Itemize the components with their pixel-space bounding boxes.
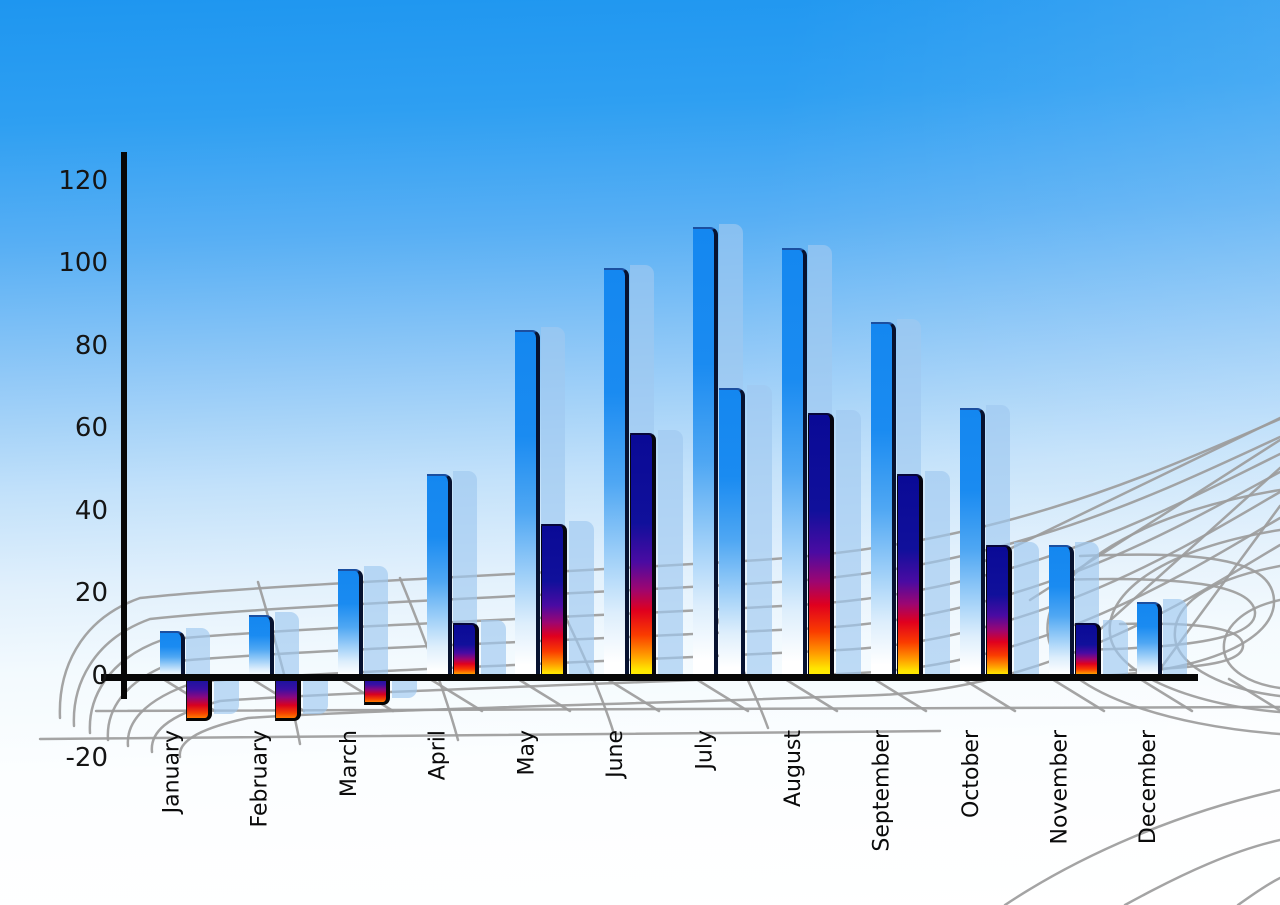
x-tick-label-january: January bbox=[159, 730, 184, 814]
bar-november-primary bbox=[1048, 544, 1074, 679]
bar-shadow-january-secondary bbox=[214, 681, 239, 715]
bar-may-primary bbox=[515, 330, 541, 679]
floor-grid-line bbox=[694, 677, 750, 713]
bar-shadow-december-primary bbox=[1163, 599, 1188, 677]
x-tick-label-july: July bbox=[692, 730, 718, 770]
floor-grid-line bbox=[1003, 788, 1280, 905]
floor-grid-line bbox=[961, 677, 1017, 713]
y-tick-label-40: 40 bbox=[74, 495, 108, 526]
bar-march-primary bbox=[337, 569, 363, 679]
floor-grid-line bbox=[1050, 677, 1106, 713]
bar-april-secondary bbox=[452, 622, 479, 679]
bar-january-secondary bbox=[186, 678, 212, 722]
bar-june-secondary bbox=[630, 433, 657, 679]
bar-june-primary bbox=[604, 268, 630, 679]
bar-september-secondary bbox=[896, 474, 923, 679]
bar-shadow-march-primary bbox=[363, 566, 388, 677]
x-tick-label-december: December bbox=[1136, 730, 1162, 845]
x-axis-line bbox=[101, 674, 1198, 681]
bar-march-secondary bbox=[363, 678, 390, 705]
bar-october-secondary bbox=[985, 544, 1012, 679]
floor-grid-line bbox=[72, 435, 1280, 728]
floor-grid-line bbox=[1236, 876, 1280, 905]
bar-september-primary bbox=[870, 321, 896, 679]
bar-february-secondary bbox=[274, 678, 301, 722]
floor-grid-line bbox=[1227, 677, 1280, 712]
bar-july-secondary bbox=[719, 387, 746, 679]
floor-grid-line bbox=[872, 677, 928, 713]
bar-shadow-april-secondary bbox=[480, 619, 506, 677]
x-tick-label-november: November bbox=[1047, 730, 1073, 845]
x-tick-label-october: October bbox=[958, 730, 984, 819]
y-tick-label-80: 80 bbox=[74, 330, 108, 361]
bar-shadow-october-secondary bbox=[1013, 541, 1039, 677]
y-tick-label-60: 60 bbox=[74, 413, 108, 443]
floor-grid-line bbox=[1222, 598, 1280, 690]
bar-shadow-june-secondary bbox=[658, 430, 684, 677]
bar-shadow-august-secondary bbox=[835, 409, 861, 677]
floor-grid-line bbox=[783, 677, 839, 713]
y-tick-label--20: -20 bbox=[65, 743, 108, 773]
y-axis-line bbox=[121, 152, 127, 699]
bar-january-primary bbox=[160, 631, 185, 679]
x-tick-label-september: September bbox=[869, 730, 895, 852]
floor-grid-line bbox=[94, 705, 1280, 713]
x-tick-label-february: February bbox=[247, 730, 273, 828]
floor-grid-line bbox=[1046, 488, 1280, 736]
floor-grid-line bbox=[1093, 466, 1280, 636]
y-tick-label-120: 120 bbox=[58, 165, 108, 196]
bar-august-secondary bbox=[807, 412, 834, 679]
floor-grid-line bbox=[516, 677, 572, 713]
bar-august-primary bbox=[781, 247, 807, 679]
y-tick-label-100: 100 bbox=[58, 248, 108, 278]
x-tick-label-march: March bbox=[336, 730, 362, 798]
bar-shadow-march-secondary bbox=[391, 681, 417, 698]
bar-november-secondary bbox=[1074, 622, 1101, 679]
floor-grid-line bbox=[428, 677, 484, 713]
x-tick-label-april: April bbox=[425, 730, 451, 781]
bar-shadow-september-secondary bbox=[924, 471, 950, 677]
bar-october-primary bbox=[959, 408, 985, 679]
bar-may-secondary bbox=[541, 523, 568, 679]
floor-grid-line bbox=[1123, 838, 1280, 905]
bar-shadow-february-primary bbox=[274, 611, 299, 677]
x-tick-label-may: May bbox=[514, 730, 540, 776]
bar-shadow-november-secondary bbox=[1102, 619, 1128, 677]
floor-grid-line bbox=[1138, 677, 1194, 713]
bar-december-primary bbox=[1137, 602, 1163, 679]
bar-shadow-january-primary bbox=[186, 628, 210, 677]
y-tick-label-0: 0 bbox=[91, 660, 108, 691]
x-tick-label-august: August bbox=[780, 730, 806, 807]
x-tick-label-june: June bbox=[603, 730, 629, 778]
bar-july-primary bbox=[693, 226, 719, 679]
bar-february-primary bbox=[248, 614, 274, 679]
bar-shadow-july-secondary bbox=[747, 384, 773, 677]
bar-april-primary bbox=[426, 474, 452, 679]
y-tick-label-20: 20 bbox=[74, 578, 108, 608]
bar-shadow-february-secondary bbox=[302, 681, 328, 715]
floor-grid-line bbox=[605, 677, 661, 713]
bar-shadow-may-secondary bbox=[569, 520, 595, 677]
